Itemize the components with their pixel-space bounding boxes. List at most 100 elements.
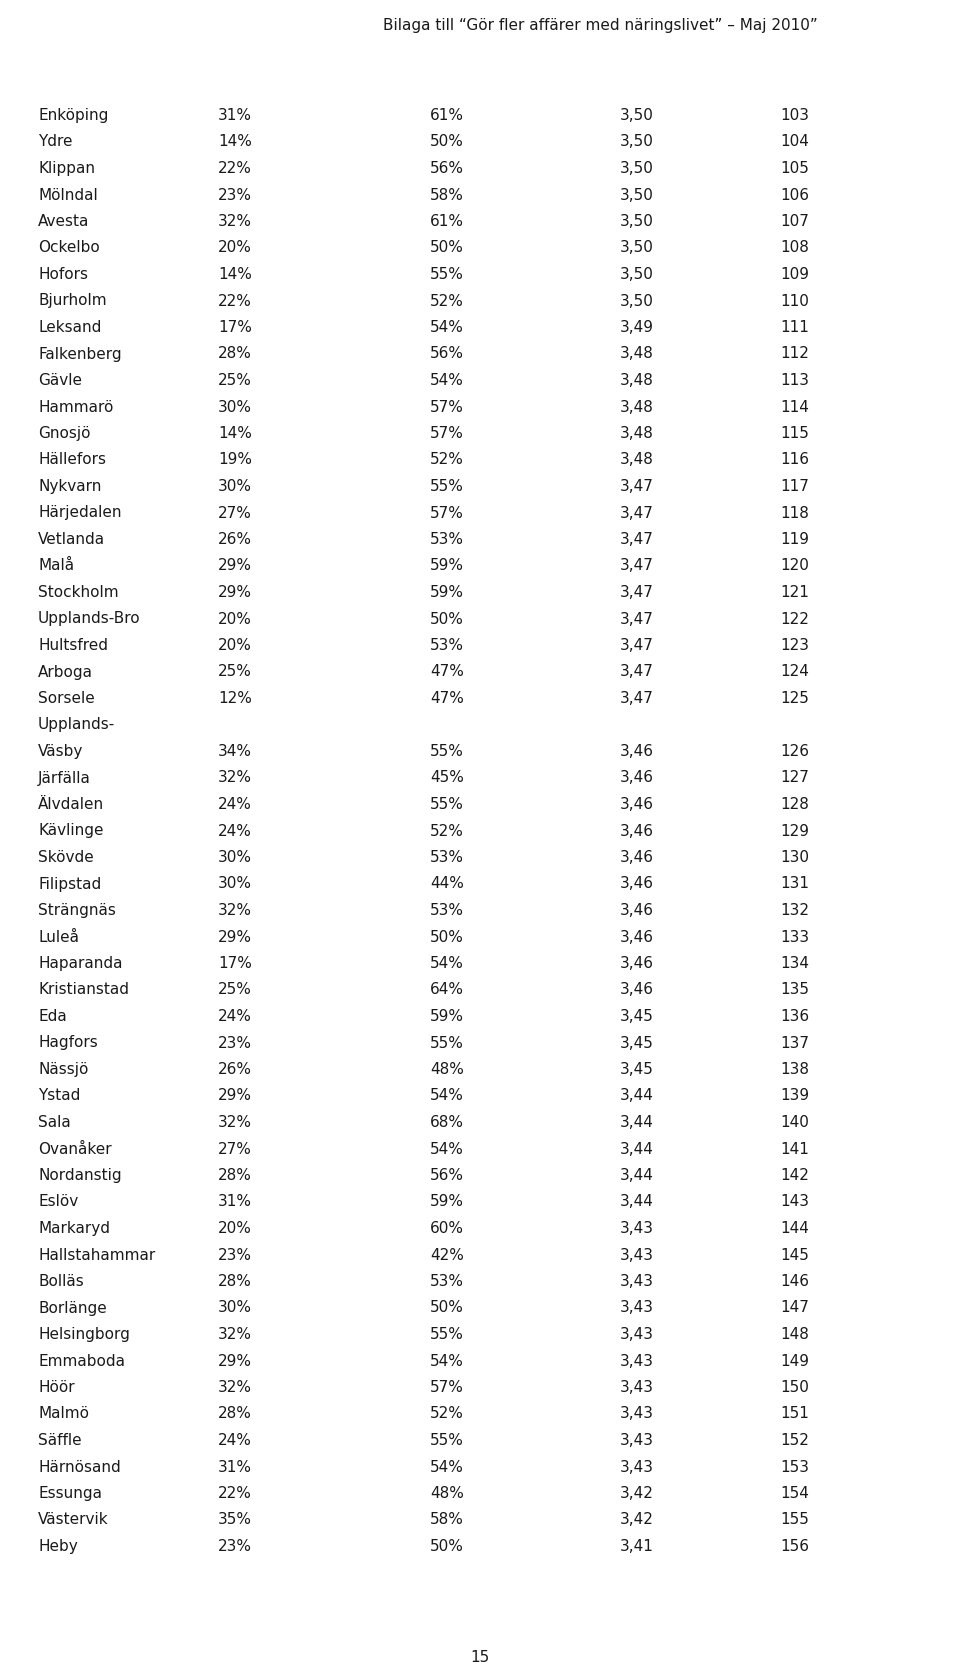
Text: 17%: 17% [218,320,252,335]
Text: 3,43: 3,43 [620,1434,654,1447]
Text: Filipstad: Filipstad [38,876,101,891]
Text: 3,47: 3,47 [620,558,654,573]
Text: 128: 128 [780,797,809,812]
Text: Älvdalen: Älvdalen [38,797,104,812]
Text: 20%: 20% [218,1221,252,1236]
Text: 47%: 47% [430,692,464,705]
Text: 104: 104 [780,134,809,149]
Text: Härnösand: Härnösand [38,1459,121,1474]
Text: Bolläs: Bolläs [38,1275,84,1290]
Text: 32%: 32% [218,214,252,229]
Text: 44%: 44% [430,876,464,891]
Text: 57%: 57% [430,425,464,441]
Text: 103: 103 [780,107,809,122]
Text: Stockholm: Stockholm [38,585,119,600]
Text: 60%: 60% [430,1221,464,1236]
Text: 54%: 54% [430,1353,464,1368]
Text: 131: 131 [780,876,809,891]
Text: 3,47: 3,47 [620,692,654,705]
Text: 59%: 59% [430,1194,464,1209]
Text: 27%: 27% [218,1141,252,1156]
Text: 3,50: 3,50 [620,107,654,122]
Text: Kävlinge: Kävlinge [38,824,104,839]
Text: 22%: 22% [218,1486,252,1501]
Text: 3,45: 3,45 [620,1035,654,1050]
Text: 3,46: 3,46 [620,930,654,945]
Text: Essunga: Essunga [38,1486,102,1501]
Text: 34%: 34% [218,744,252,759]
Text: 125: 125 [780,692,809,705]
Text: 28%: 28% [218,347,252,362]
Text: 54%: 54% [430,1459,464,1474]
Text: 108: 108 [780,241,809,256]
Text: 153: 153 [780,1459,809,1474]
Text: 50%: 50% [430,134,464,149]
Text: 30%: 30% [218,849,252,864]
Text: 3,49: 3,49 [620,320,654,335]
Text: 30%: 30% [218,479,252,494]
Text: 120: 120 [780,558,809,573]
Text: Upplands-Bro: Upplands-Bro [38,611,140,626]
Text: 58%: 58% [430,188,464,203]
Text: 115: 115 [780,425,809,441]
Text: Hultsfred: Hultsfred [38,638,108,653]
Text: 3,43: 3,43 [620,1221,654,1236]
Text: 105: 105 [780,161,809,176]
Text: 3,44: 3,44 [620,1194,654,1209]
Text: 27%: 27% [218,506,252,521]
Text: 3,47: 3,47 [620,506,654,521]
Text: 29%: 29% [218,585,252,600]
Text: 132: 132 [780,903,809,918]
Text: 53%: 53% [430,903,464,918]
Text: Kristianstad: Kristianstad [38,983,129,998]
Text: 24%: 24% [218,824,252,839]
Text: 3,46: 3,46 [620,849,654,864]
Text: 54%: 54% [430,374,464,389]
Text: 23%: 23% [218,1035,252,1050]
Text: Järfälla: Järfälla [38,770,91,786]
Text: Upplands-: Upplands- [38,717,115,732]
Text: 22%: 22% [218,293,252,308]
Text: 22%: 22% [218,161,252,176]
Text: 3,42: 3,42 [620,1486,654,1501]
Text: Bjurholm: Bjurholm [38,293,107,308]
Text: 28%: 28% [218,1167,252,1183]
Text: 144: 144 [780,1221,809,1236]
Text: 55%: 55% [430,479,464,494]
Text: 59%: 59% [430,558,464,573]
Text: 52%: 52% [430,293,464,308]
Text: Hagfors: Hagfors [38,1035,98,1050]
Text: 54%: 54% [430,320,464,335]
Text: 26%: 26% [218,1062,252,1077]
Text: 3,43: 3,43 [620,1353,654,1368]
Text: 54%: 54% [430,1089,464,1104]
Text: 127: 127 [780,770,809,786]
Text: Leksand: Leksand [38,320,102,335]
Text: 55%: 55% [430,266,464,281]
Text: 3,48: 3,48 [620,347,654,362]
Text: 45%: 45% [430,770,464,786]
Text: 3,50: 3,50 [620,188,654,203]
Text: 14%: 14% [218,425,252,441]
Text: 116: 116 [780,452,809,467]
Text: 19%: 19% [218,452,252,467]
Text: 50%: 50% [430,611,464,626]
Text: 57%: 57% [430,1380,464,1395]
Text: 139: 139 [780,1089,809,1104]
Text: Markaryd: Markaryd [38,1221,110,1236]
Text: 30%: 30% [218,876,252,891]
Text: 32%: 32% [218,1116,252,1131]
Text: 50%: 50% [430,1539,464,1554]
Text: 42%: 42% [430,1248,464,1263]
Text: Ydre: Ydre [38,134,73,149]
Text: 23%: 23% [218,1539,252,1554]
Text: 52%: 52% [430,452,464,467]
Text: 15: 15 [470,1650,490,1665]
Text: 3,48: 3,48 [620,400,654,414]
Text: Avesta: Avesta [38,214,89,229]
Text: 24%: 24% [218,1008,252,1023]
Text: Väsby: Väsby [38,744,84,759]
Text: 3,43: 3,43 [620,1248,654,1263]
Text: 23%: 23% [218,188,252,203]
Text: Ovanåker: Ovanåker [38,1141,111,1156]
